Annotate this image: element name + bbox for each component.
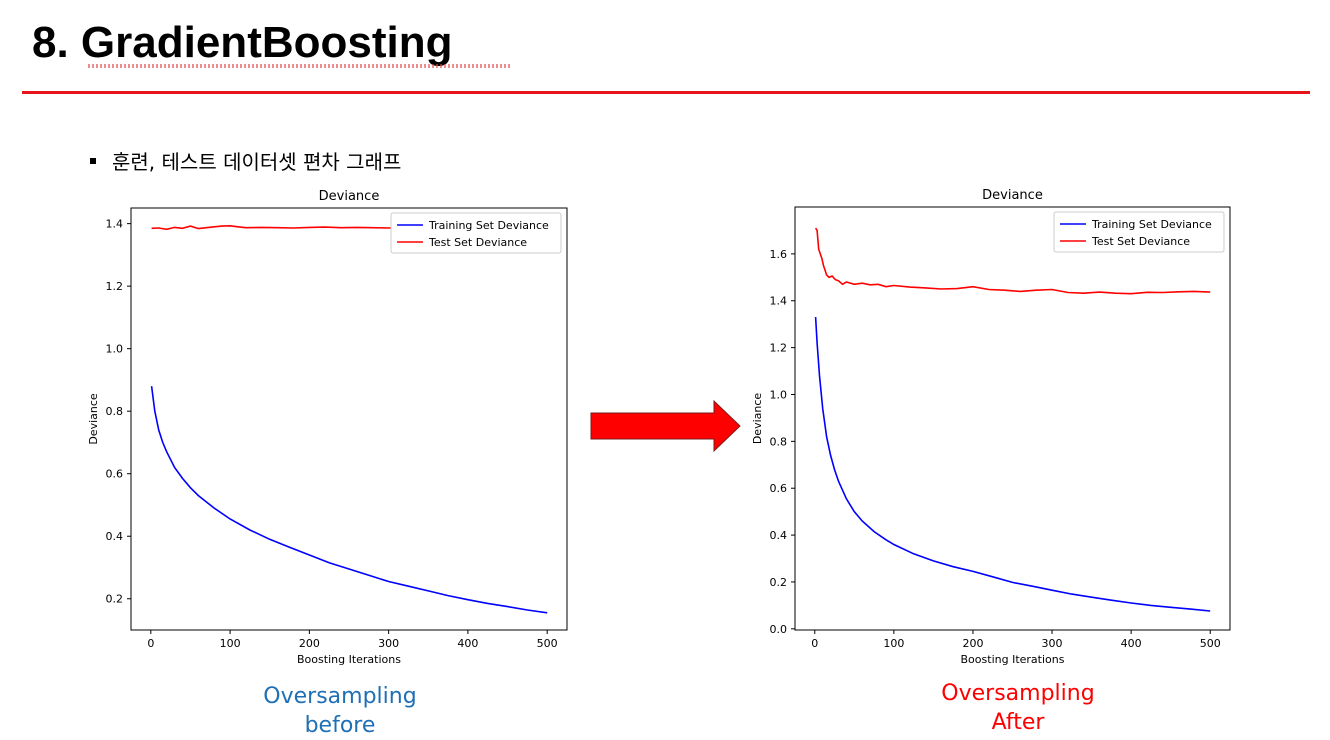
chart-1: Deviance 0 100 200 300 400 500 0.0 0.2 0.4 0.6 0.8 1… xyxy=(751,188,1231,666)
chart-title: Deviance xyxy=(982,188,1043,203)
y-tick-label: 1.2 xyxy=(106,280,124,293)
y-tick-label: 0.6 xyxy=(106,468,124,481)
bullet-square-icon xyxy=(90,157,96,164)
y-tick-label: 1.2 xyxy=(770,342,788,355)
x-axis-label: Boosting Iterations xyxy=(961,653,1065,666)
x-tick-label: 100 xyxy=(220,637,241,650)
x-tick-label: 300 xyxy=(1042,637,1063,650)
y-axis-label: Deviance xyxy=(87,393,100,445)
x-tick-label: 500 xyxy=(1200,637,1221,650)
legend-label: Test Set Deviance xyxy=(428,236,527,249)
spellcheck-underline xyxy=(88,64,510,68)
y-tick-label: 1.4 xyxy=(770,295,788,308)
legend-label: Training Set Deviance xyxy=(1091,218,1212,231)
caption-after-line2: After xyxy=(991,710,1045,735)
y-axis-label: Deviance xyxy=(751,393,764,445)
series-line-training xyxy=(150,386,548,614)
bullet-text: 훈련, 테스트 데이터셋 편차 그래프 xyxy=(112,150,402,174)
series-line-training xyxy=(814,317,1211,612)
y-tick-label: 0.2 xyxy=(106,593,124,606)
y-tick-label: 0.4 xyxy=(106,530,124,543)
legend-box xyxy=(390,212,562,254)
chart-title: Deviance xyxy=(319,189,380,204)
x-tick-label: 300 xyxy=(378,637,399,650)
y-tick-label: 0.4 xyxy=(770,529,788,542)
x-tick-label: 0 xyxy=(811,637,818,650)
plot-frame xyxy=(794,206,1231,631)
y-tick-label: 0.2 xyxy=(770,576,788,589)
legend-label: Training Set Deviance xyxy=(428,219,549,232)
chart-0: Deviance 0 100 200 300 400 500 0.2 0.4 0.6 0.8 1.0 1… xyxy=(87,189,568,666)
series-line-test xyxy=(814,227,1211,295)
x-tick-label: 400 xyxy=(457,637,478,650)
x-axis-label: Boosting Iterations xyxy=(297,653,401,666)
right-arrow-icon xyxy=(590,399,741,453)
x-tick-label: 500 xyxy=(537,637,558,650)
legend-label: Test Set Deviance xyxy=(1091,235,1190,248)
y-tick-label: 1.0 xyxy=(106,343,124,356)
slide-title: 8. GradientBoosting xyxy=(32,18,453,67)
y-tick-label: 0.0 xyxy=(770,623,788,636)
y-tick-label: 0.8 xyxy=(106,405,124,418)
y-tick-label: 1.4 xyxy=(106,218,124,231)
y-tick-label: 0.8 xyxy=(770,435,788,448)
legend-box xyxy=(1053,211,1225,253)
caption-before-line2: before xyxy=(304,713,376,738)
x-tick-label: 200 xyxy=(299,637,320,650)
x-tick-label: 100 xyxy=(883,637,904,650)
plot-frame xyxy=(130,207,568,631)
y-tick-label: 1.6 xyxy=(770,248,788,261)
caption-after-line1: Oversampling xyxy=(941,681,1095,706)
title-divider xyxy=(22,91,1310,94)
caption-before: Oversampling before xyxy=(240,682,440,740)
y-tick-label: 0.6 xyxy=(770,482,788,495)
caption-after: Oversampling After xyxy=(918,679,1118,737)
x-tick-label: 400 xyxy=(1121,637,1142,650)
x-tick-label: 0 xyxy=(147,637,154,650)
x-tick-label: 200 xyxy=(962,637,983,650)
bullet-item: 훈련, 테스트 데이터셋 편차 그래프 xyxy=(90,146,401,175)
y-tick-label: 1.0 xyxy=(770,388,788,401)
caption-before-line1: Oversampling xyxy=(263,684,417,709)
